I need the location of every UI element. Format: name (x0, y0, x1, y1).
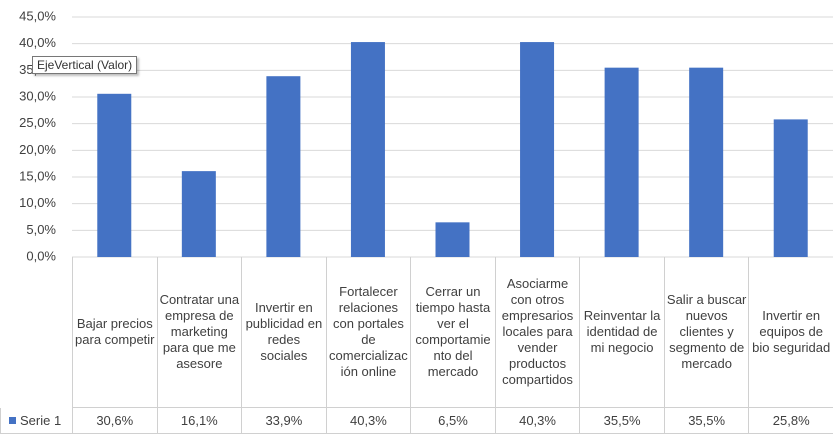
category-cell: Asociarme con otros empresarios locales … (494, 257, 580, 408)
y-tick-label: 20,0% (19, 142, 56, 157)
y-tick-label: 0,0% (26, 248, 56, 263)
value-cell: 30,6% (72, 408, 157, 434)
category-cell: Contratar una empresa de marketing para … (156, 257, 242, 408)
value-cell: 35,5% (579, 408, 664, 434)
bar (435, 222, 470, 257)
y-tick-label: 45,0% (19, 8, 56, 23)
value-cell: 40,3% (494, 408, 580, 434)
bar (181, 171, 216, 257)
bar (604, 67, 639, 258)
value-cell: 35,5% (663, 408, 749, 434)
bar (520, 42, 555, 257)
category-cell: Invertir en publicidad en redes sociales (241, 257, 326, 408)
category-cell: Salir a buscar nuevos clientes y segment… (663, 257, 749, 408)
legend-label: Serie 1 (20, 412, 62, 428)
bar (97, 93, 132, 257)
category-cell: Reinventar la identidad de mi negocio (579, 257, 664, 408)
y-tick-label: 10,0% (19, 195, 56, 210)
bar (773, 119, 808, 258)
y-tick-label: 40,0% (19, 35, 56, 50)
category-cell: Cerrar un tiempo hasta ver el comportami… (410, 257, 495, 408)
category-cell: Invertir en equipos de bio seguridad (748, 257, 833, 408)
bar (266, 76, 301, 257)
legend-key (9, 417, 16, 424)
value-cell: 40,3% (325, 408, 411, 434)
value-cell: 6,5% (410, 408, 495, 434)
category-cell: Fortalecer relaciones con portales de co… (325, 257, 411, 408)
y-tick-label: 5,0% (26, 222, 56, 237)
bar (689, 67, 724, 258)
y-tick-label: 25,0% (19, 115, 56, 130)
value-cell: 16,1% (156, 408, 242, 434)
bar (350, 42, 385, 257)
value-cell: 33,9% (241, 408, 326, 434)
y-tick-label: 15,0% (19, 168, 56, 183)
value-cell: 25,8% (748, 408, 833, 434)
category-cell: Bajar precios para competir (72, 257, 157, 408)
legend-cell: Serie 1 (0, 408, 72, 434)
tooltip: EjeVertical (Valor) (32, 56, 138, 74)
y-tick-label: 30,0% (19, 88, 56, 103)
